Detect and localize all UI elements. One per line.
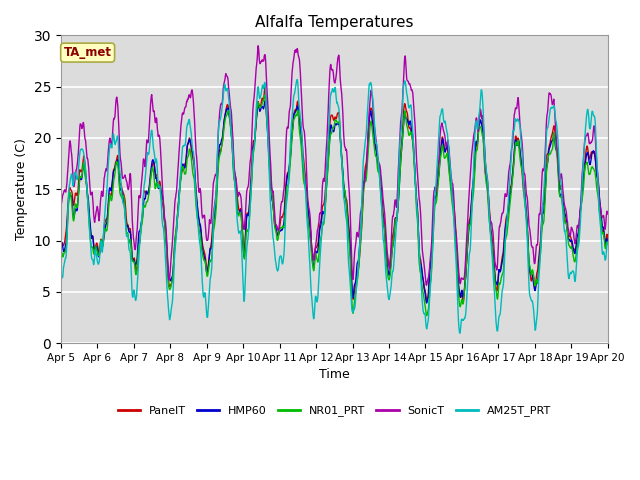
HMP60 bbox=[540, 210, 547, 216]
Line: NR01_PRT: NR01_PRT bbox=[61, 96, 608, 316]
NR01_PRT bbox=[165, 286, 173, 291]
PanelT bbox=[420, 278, 428, 284]
AM25T_PRT bbox=[179, 144, 186, 150]
Line: HMP60: HMP60 bbox=[61, 101, 608, 303]
AM25T_PRT bbox=[240, 294, 248, 300]
NR01_PRT bbox=[179, 164, 186, 169]
SonicT bbox=[57, 201, 65, 206]
PanelT bbox=[57, 241, 65, 247]
HMP60 bbox=[240, 252, 248, 257]
PanelT bbox=[240, 248, 248, 253]
HMP60 bbox=[179, 161, 186, 167]
HMP60 bbox=[604, 240, 612, 246]
AM25T_PRT bbox=[165, 313, 173, 319]
SonicT bbox=[240, 225, 248, 231]
AM25T_PRT bbox=[293, 77, 301, 83]
Y-axis label: Temperature (C): Temperature (C) bbox=[15, 138, 28, 240]
HMP60 bbox=[492, 276, 499, 282]
AM25T_PRT bbox=[57, 273, 65, 278]
HMP60 bbox=[165, 274, 173, 280]
NR01_PRT bbox=[57, 249, 65, 254]
NR01_PRT bbox=[261, 93, 269, 98]
NR01_PRT bbox=[420, 291, 428, 297]
AM25T_PRT bbox=[420, 309, 428, 315]
HMP60 bbox=[420, 279, 428, 285]
SonicT bbox=[179, 110, 186, 116]
Title: Alfalfa Temperatures: Alfalfa Temperatures bbox=[255, 15, 413, 30]
NR01_PRT bbox=[492, 282, 499, 288]
SonicT bbox=[254, 43, 262, 48]
NR01_PRT bbox=[540, 220, 547, 226]
HMP60 bbox=[261, 98, 269, 104]
PanelT bbox=[459, 300, 467, 305]
Line: SonicT: SonicT bbox=[61, 46, 608, 285]
PanelT bbox=[261, 84, 269, 90]
SonicT bbox=[165, 277, 173, 283]
HMP60 bbox=[57, 240, 65, 245]
PanelT bbox=[604, 236, 612, 242]
SonicT bbox=[492, 261, 499, 267]
PanelT bbox=[165, 283, 173, 288]
PanelT bbox=[492, 277, 499, 283]
Text: TA_met: TA_met bbox=[63, 46, 111, 59]
X-axis label: Time: Time bbox=[319, 369, 349, 382]
SonicT bbox=[540, 168, 547, 174]
Line: AM25T_PRT: AM25T_PRT bbox=[61, 80, 608, 333]
AM25T_PRT bbox=[540, 193, 547, 199]
NR01_PRT bbox=[604, 241, 612, 247]
NR01_PRT bbox=[422, 313, 430, 319]
AM25T_PRT bbox=[492, 305, 499, 311]
Line: PanelT: PanelT bbox=[61, 87, 608, 302]
NR01_PRT bbox=[240, 251, 248, 256]
PanelT bbox=[540, 201, 547, 206]
PanelT bbox=[179, 167, 186, 173]
HMP60 bbox=[422, 300, 430, 306]
SonicT bbox=[604, 211, 612, 217]
Legend: PanelT, HMP60, NR01_PRT, SonicT, AM25T_PRT: PanelT, HMP60, NR01_PRT, SonicT, AM25T_P… bbox=[113, 401, 556, 421]
AM25T_PRT bbox=[456, 330, 464, 336]
SonicT bbox=[420, 256, 428, 262]
SonicT bbox=[422, 282, 430, 288]
AM25T_PRT bbox=[604, 239, 612, 245]
